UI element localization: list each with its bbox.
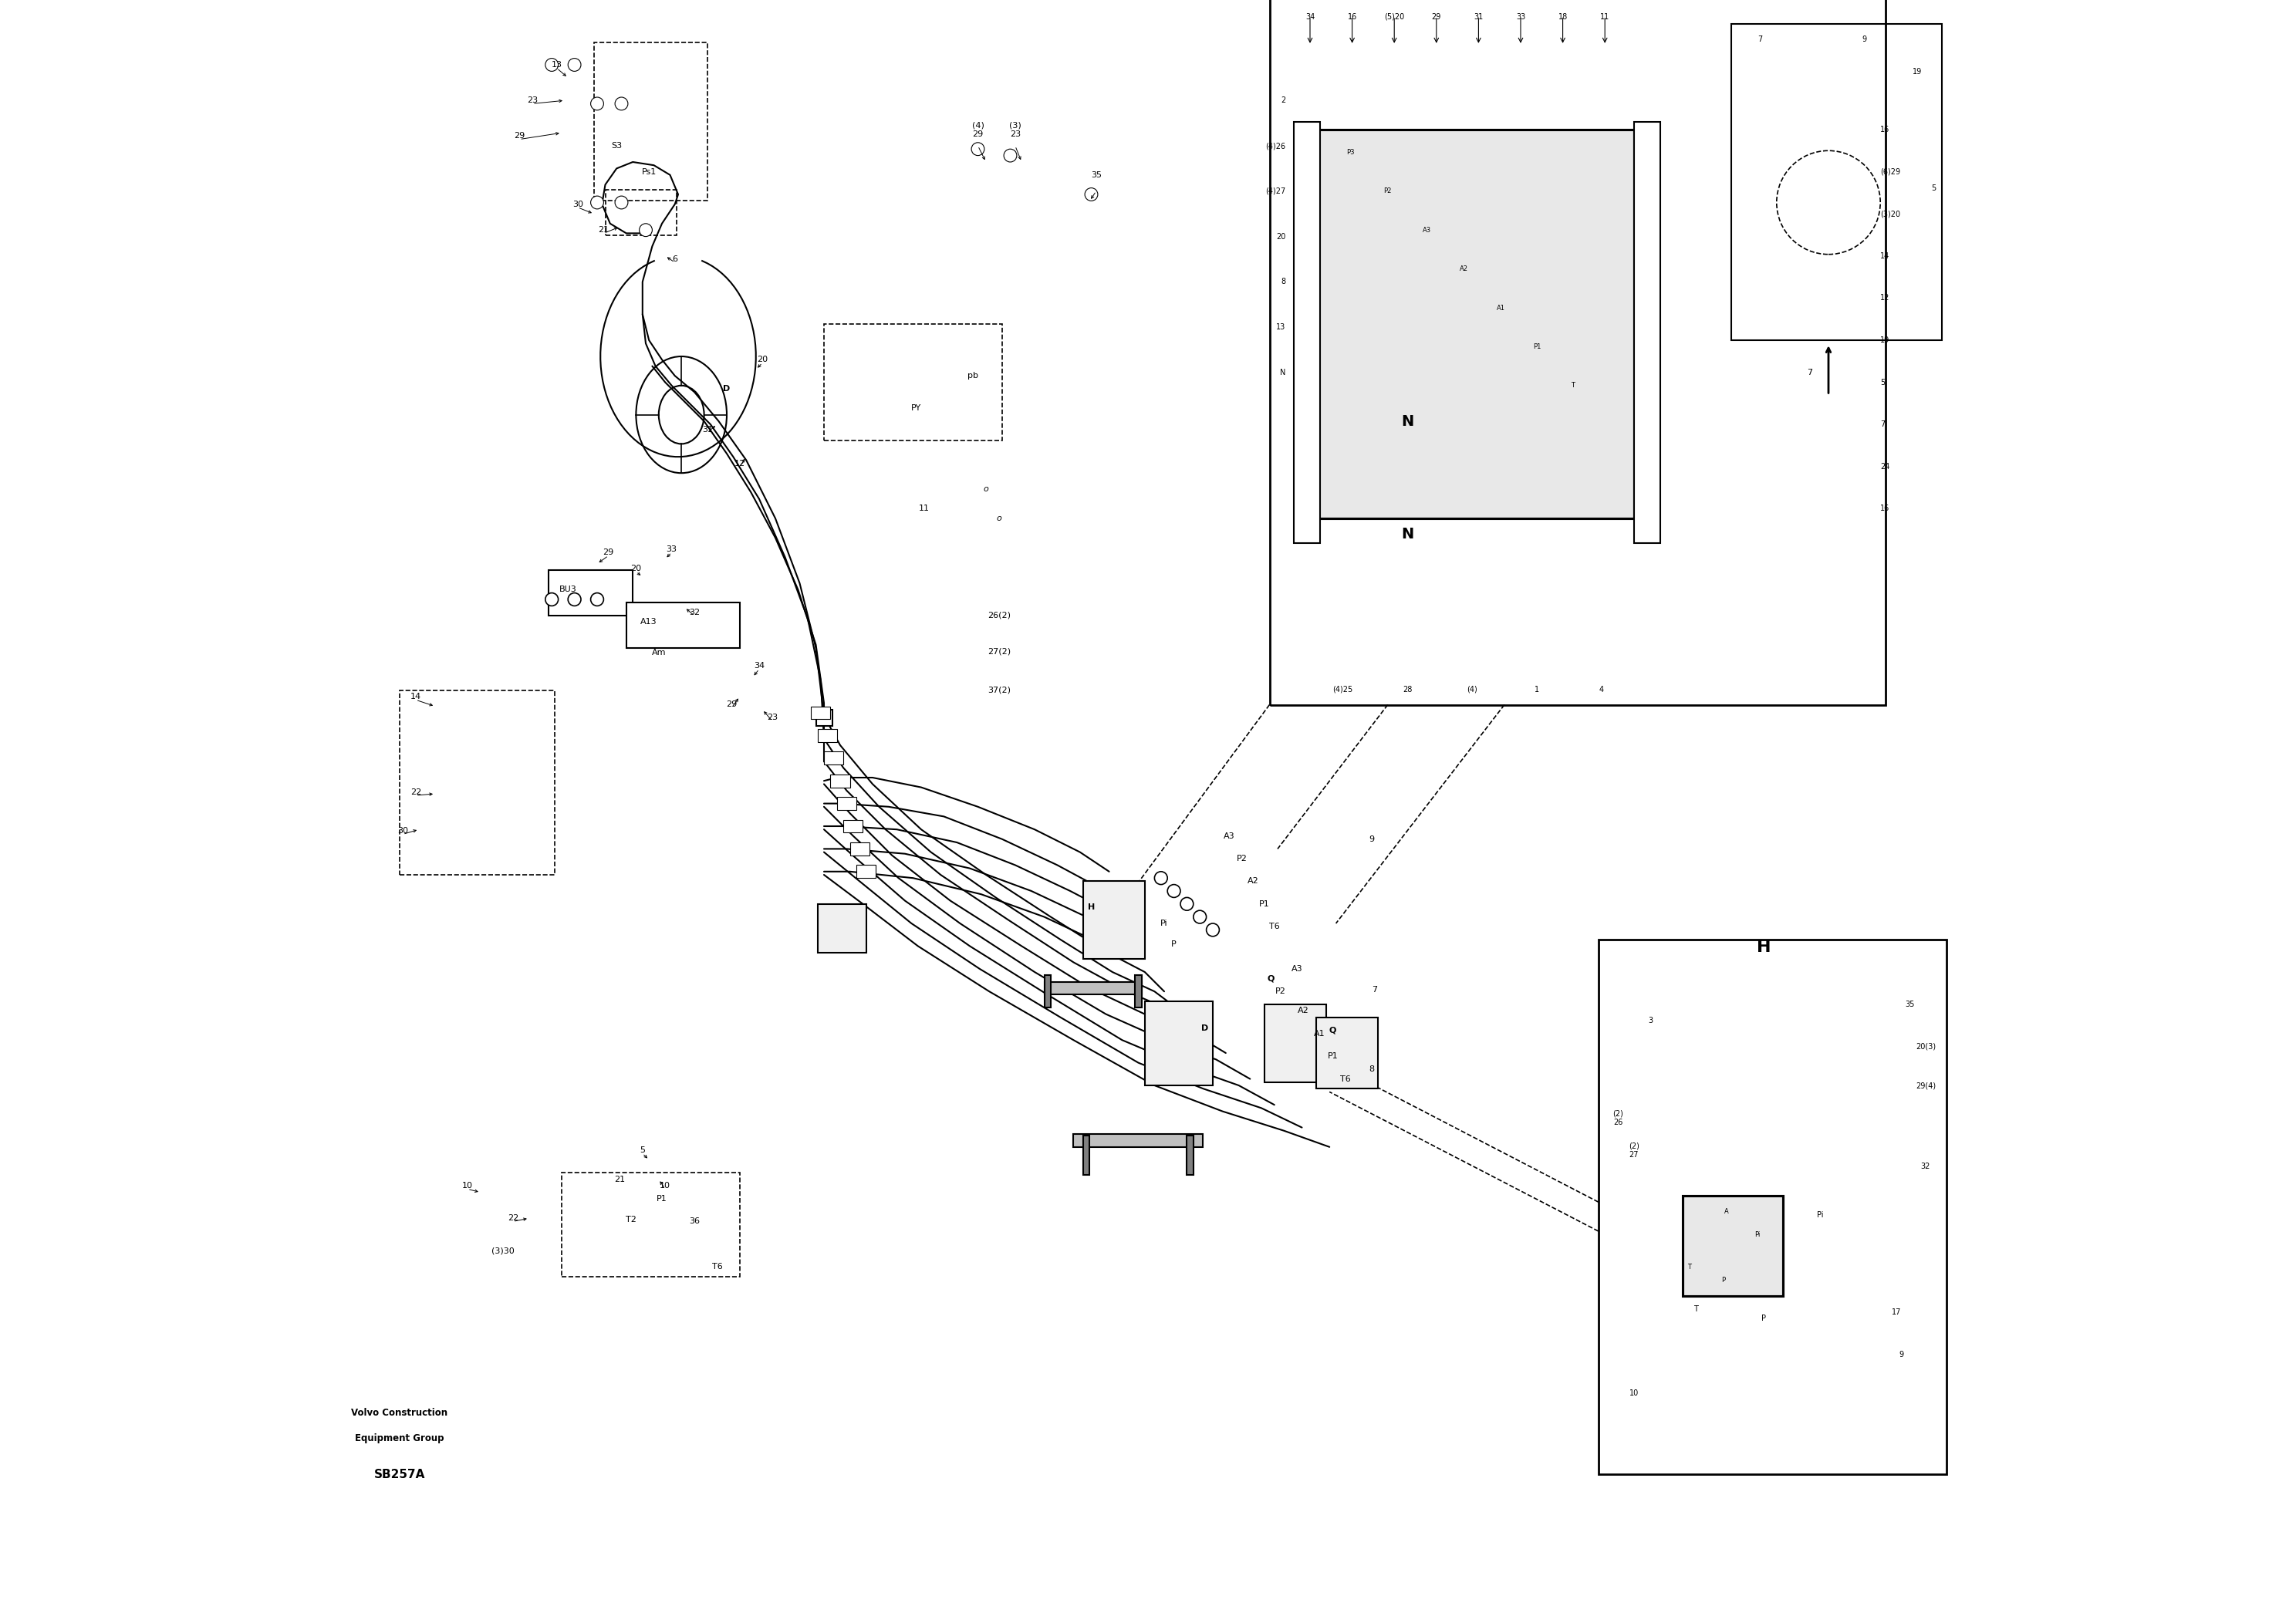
Bar xyxy=(838,797,856,810)
Bar xyxy=(1075,1134,1203,1147)
Text: 29: 29 xyxy=(604,549,613,556)
Text: A13: A13 xyxy=(641,619,657,625)
Bar xyxy=(1731,24,1942,340)
Text: 9: 9 xyxy=(1862,36,1867,44)
Text: 10: 10 xyxy=(461,1183,473,1189)
Text: T6: T6 xyxy=(712,1264,723,1270)
Text: 13: 13 xyxy=(551,62,563,68)
Bar xyxy=(1270,0,1885,705)
Circle shape xyxy=(590,97,604,110)
Text: 19: 19 xyxy=(1880,337,1890,343)
Bar xyxy=(1084,881,1146,959)
Text: P1: P1 xyxy=(1258,901,1270,907)
Text: A3: A3 xyxy=(1424,227,1430,233)
Text: 31: 31 xyxy=(1474,13,1483,21)
Bar xyxy=(856,865,875,878)
Text: 30: 30 xyxy=(572,201,583,207)
Bar xyxy=(824,324,1001,441)
Text: 14: 14 xyxy=(1880,253,1890,259)
Text: 8: 8 xyxy=(1281,279,1286,285)
Text: 18: 18 xyxy=(1559,13,1568,21)
Text: D: D xyxy=(1201,1025,1208,1032)
Text: P: P xyxy=(1722,1277,1724,1283)
Text: (3)20: (3)20 xyxy=(1880,211,1901,217)
Text: (4)25: (4)25 xyxy=(1332,685,1352,693)
Text: Equipment Group: Equipment Group xyxy=(356,1434,443,1443)
Bar xyxy=(843,820,863,833)
Text: 16: 16 xyxy=(1348,13,1357,21)
Text: 7: 7 xyxy=(1807,369,1812,376)
Text: 36: 36 xyxy=(689,1218,700,1225)
Text: 30: 30 xyxy=(397,828,409,834)
Bar xyxy=(1316,1017,1378,1089)
Text: 22: 22 xyxy=(507,1215,519,1221)
Text: 4: 4 xyxy=(1600,685,1605,693)
Text: P1: P1 xyxy=(1327,1053,1339,1059)
Text: 2: 2 xyxy=(1281,97,1286,104)
Text: 7: 7 xyxy=(1880,421,1885,428)
Text: 17: 17 xyxy=(1892,1309,1901,1315)
Text: (4)
29: (4) 29 xyxy=(971,122,985,138)
Text: 11: 11 xyxy=(918,505,930,512)
Text: 1: 1 xyxy=(1534,685,1538,693)
Text: 8: 8 xyxy=(1368,1066,1375,1072)
Circle shape xyxy=(1194,910,1205,923)
Text: 9: 9 xyxy=(1899,1351,1903,1358)
Text: A1: A1 xyxy=(1497,305,1506,311)
Text: T2: T2 xyxy=(627,1217,636,1223)
Bar xyxy=(606,190,677,235)
Text: P2: P2 xyxy=(1238,855,1247,862)
Text: S3: S3 xyxy=(611,143,622,149)
Text: SB257A: SB257A xyxy=(374,1468,425,1481)
Text: 34: 34 xyxy=(1306,13,1316,21)
Bar xyxy=(1635,122,1660,543)
Text: 27(2): 27(2) xyxy=(987,648,1010,654)
Text: (4)26: (4)26 xyxy=(1265,143,1286,149)
Text: pb: pb xyxy=(967,373,978,379)
Text: 29(4): 29(4) xyxy=(1915,1082,1936,1089)
Bar xyxy=(1084,1136,1091,1174)
Bar xyxy=(815,710,831,726)
Text: 29: 29 xyxy=(726,701,737,708)
Text: 12: 12 xyxy=(1880,295,1890,301)
Text: T6: T6 xyxy=(1341,1076,1350,1082)
Text: 33: 33 xyxy=(666,546,677,552)
Text: PY: PY xyxy=(912,405,921,411)
Text: 7: 7 xyxy=(1759,36,1763,44)
Text: Ps1: Ps1 xyxy=(641,168,657,175)
Bar xyxy=(400,690,556,875)
Text: 10: 10 xyxy=(659,1183,670,1189)
Text: 20: 20 xyxy=(1277,233,1286,240)
Text: T: T xyxy=(1688,1264,1692,1270)
Text: 29: 29 xyxy=(1433,13,1442,21)
Circle shape xyxy=(546,58,558,71)
Text: 24: 24 xyxy=(1880,463,1890,470)
Text: 33: 33 xyxy=(1515,13,1525,21)
Bar xyxy=(831,774,850,787)
Text: 28: 28 xyxy=(1403,685,1412,693)
Text: (5)20: (5)20 xyxy=(1384,13,1405,21)
Text: P2: P2 xyxy=(1384,188,1391,194)
Text: 11: 11 xyxy=(1600,13,1609,21)
Text: BU3: BU3 xyxy=(560,586,576,593)
Text: A2: A2 xyxy=(1247,878,1258,885)
Text: 12: 12 xyxy=(735,460,746,467)
Text: 35: 35 xyxy=(1906,1001,1915,1008)
Text: A3: A3 xyxy=(1290,966,1302,972)
Bar xyxy=(1134,975,1141,1008)
Circle shape xyxy=(1166,885,1180,897)
Text: 32: 32 xyxy=(1922,1163,1931,1170)
Text: P: P xyxy=(1171,941,1176,948)
Text: Am: Am xyxy=(652,650,666,656)
Circle shape xyxy=(638,224,652,237)
Text: Q: Q xyxy=(1267,975,1274,982)
Circle shape xyxy=(1003,149,1017,162)
Text: 13: 13 xyxy=(1277,324,1286,330)
Text: Pi: Pi xyxy=(1159,920,1169,927)
Text: 7: 7 xyxy=(1373,987,1378,993)
Text: 5: 5 xyxy=(641,1147,645,1153)
Text: P3: P3 xyxy=(1345,149,1355,156)
Bar xyxy=(1045,982,1141,995)
Text: 16: 16 xyxy=(1880,126,1890,133)
Text: 5: 5 xyxy=(1931,185,1936,193)
